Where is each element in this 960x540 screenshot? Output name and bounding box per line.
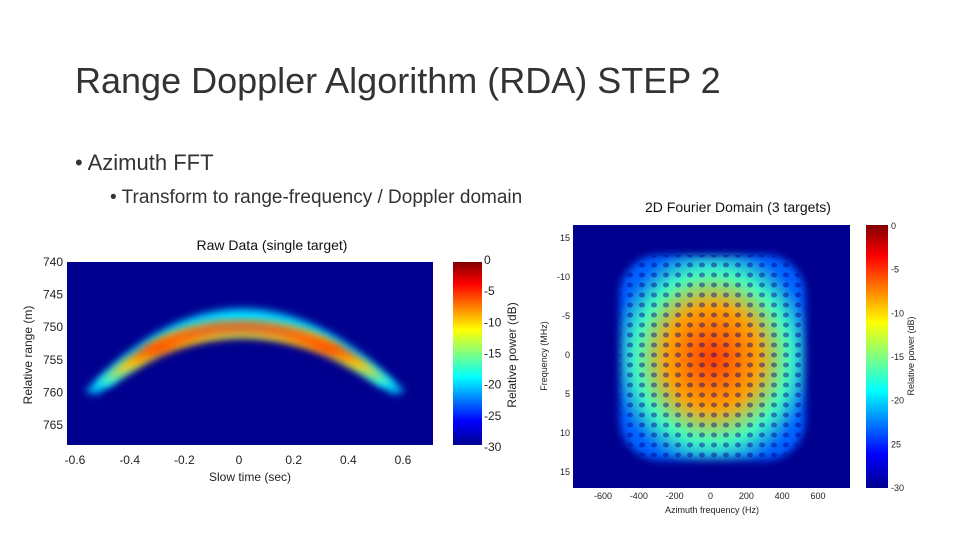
bullet: • Azimuth FFT — [75, 150, 214, 175]
y-tick-label: 740 — [43, 255, 63, 269]
y-tick-label: 15 — [560, 467, 570, 477]
y-tick-label: 755 — [43, 353, 63, 367]
colorbar-tick-label: -25 — [484, 409, 502, 423]
colorbar-label: Relative power (dB) — [505, 302, 519, 407]
x-tick-label: 0.2 — [285, 453, 302, 467]
colorbar-tick-label: -15 — [484, 347, 502, 361]
x-tick-label: 0 — [236, 453, 243, 467]
colorbar-tick-label: -10 — [484, 315, 502, 329]
figure-caption: 2D Fourier Domain (3 targets) — [645, 199, 831, 215]
colorbar-tick-label: -30 — [484, 440, 502, 454]
y-tick-label: 15 — [560, 233, 570, 243]
x-axis-label: Slow time (sec) — [209, 470, 291, 484]
x-tick-label: 400 — [775, 491, 790, 501]
colorbar-tick-label: -15 — [891, 352, 904, 362]
heatmap — [573, 225, 850, 488]
x-tick-label: -0.6 — [65, 453, 86, 467]
y-tick-label: 5 — [565, 389, 570, 399]
x-tick-label: -400 — [630, 491, 648, 501]
slide-title: Range Doppler Algorithm (RDA) STEP 2 — [75, 60, 721, 101]
y-axis-label: Frequency (MHz) — [539, 321, 549, 391]
colorbar-tick-label: -20 — [484, 378, 502, 392]
y-tick-label: 750 — [43, 320, 63, 334]
x-tick-label: 0.4 — [340, 453, 357, 467]
figure-caption: Raw Data (single target) — [197, 237, 348, 253]
x-tick-label: -0.4 — [119, 453, 140, 467]
colorbar-label: Relative power (dB) — [906, 316, 916, 395]
y-tick-label: 765 — [43, 418, 63, 432]
y-tick-label: 10 — [560, 428, 570, 438]
colorbar-tick-label: -20 — [891, 396, 904, 406]
x-tick-label: -600 — [594, 491, 612, 501]
y-axis-label: Relative range (m) — [21, 306, 35, 405]
colorbar-tick-label: -10 — [891, 308, 904, 318]
y-tick-label: 760 — [43, 385, 63, 399]
y-tick-label: 0 — [565, 350, 570, 360]
colorbar — [453, 262, 482, 445]
y-tick-label: -10 — [557, 272, 570, 282]
colorbar-tick-label: -30 — [891, 483, 904, 493]
y-tick-label: 745 — [43, 288, 63, 302]
sub-bullet-text: Transform to range-frequency / Doppler d… — [122, 187, 523, 208]
x-axis-label: Azimuth frequency (Hz) — [665, 505, 759, 515]
x-tick-label: 600 — [810, 491, 825, 501]
x-tick-label: 0.6 — [395, 453, 412, 467]
x-tick-label: 200 — [739, 491, 754, 501]
x-tick-label: -0.2 — [174, 453, 195, 467]
y-tick-label: -5 — [562, 311, 570, 321]
sub-bullet: • Transform to range-frequency / Doppler… — [110, 187, 522, 208]
colorbar-tick-label: -5 — [484, 284, 495, 298]
heatmap — [67, 262, 433, 445]
colorbar-tick-label: 0 — [891, 221, 896, 231]
colorbar-tick-label: 0 — [484, 253, 491, 267]
x-tick-label: 0 — [708, 491, 713, 501]
bullet-text: Azimuth FFT — [88, 150, 214, 175]
colorbar-tick-label: 25 — [891, 439, 901, 449]
colorbar-tick-label: -5 — [891, 265, 899, 275]
colorbar — [866, 225, 888, 488]
x-tick-label: -200 — [666, 491, 684, 501]
